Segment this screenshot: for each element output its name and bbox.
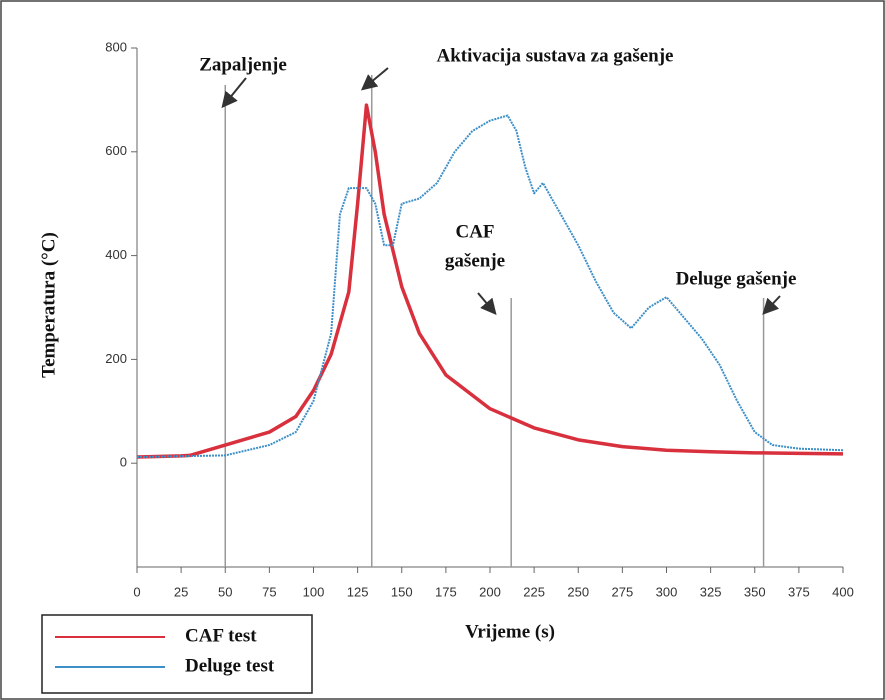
annotation-arrow xyxy=(221,77,247,109)
annotation-label: Deluge gašenje xyxy=(676,268,797,289)
annotation-label: CAF xyxy=(455,221,494,242)
x-tick-label: 400 xyxy=(832,584,854,599)
legend-label: CAF test xyxy=(185,625,257,646)
x-tick-label: 325 xyxy=(700,584,722,599)
x-axis-label: Vrijeme (s) xyxy=(465,621,555,642)
x-tick-label: 375 xyxy=(788,584,810,599)
series-line xyxy=(136,114,844,458)
x-tick-label: 125 xyxy=(347,584,369,599)
x-tick-label: 225 xyxy=(523,584,545,599)
x-tick-label: 100 xyxy=(303,584,325,599)
y-tick-label: 800 xyxy=(105,39,127,54)
x-tick-label: 75 xyxy=(262,584,276,599)
series-line xyxy=(136,103,844,459)
x-tick-label: 250 xyxy=(567,584,589,599)
annotation-label: gašenje xyxy=(445,250,505,271)
x-tick-label: 150 xyxy=(391,584,413,599)
annotation-arrow xyxy=(762,295,781,315)
x-tick-label: 300 xyxy=(656,584,678,599)
y-tick-label: 400 xyxy=(105,247,127,262)
y-tick-label: 200 xyxy=(105,351,127,366)
annotation-arrow xyxy=(360,67,389,91)
x-tick-label: 25 xyxy=(174,584,188,599)
y-axis-label: Temperatura (°C) xyxy=(38,232,59,378)
x-tick-label: 175 xyxy=(435,584,457,599)
annotation-label: Aktivacija sustava za gašenje xyxy=(437,45,674,66)
x-tick-label: 200 xyxy=(479,584,501,599)
x-tick-label: 350 xyxy=(744,584,766,599)
x-tick-label: 50 xyxy=(218,584,232,599)
x-tick-label: 0 xyxy=(133,584,140,599)
x-tick-label: 275 xyxy=(612,584,634,599)
annotation-arrow xyxy=(477,292,497,316)
annotation-label: Zapaljenje xyxy=(199,54,287,75)
y-tick-label: 600 xyxy=(105,143,127,158)
y-tick-label: 0 xyxy=(120,455,127,470)
legend-label: Deluge test xyxy=(185,655,275,676)
legend-box xyxy=(41,614,313,694)
